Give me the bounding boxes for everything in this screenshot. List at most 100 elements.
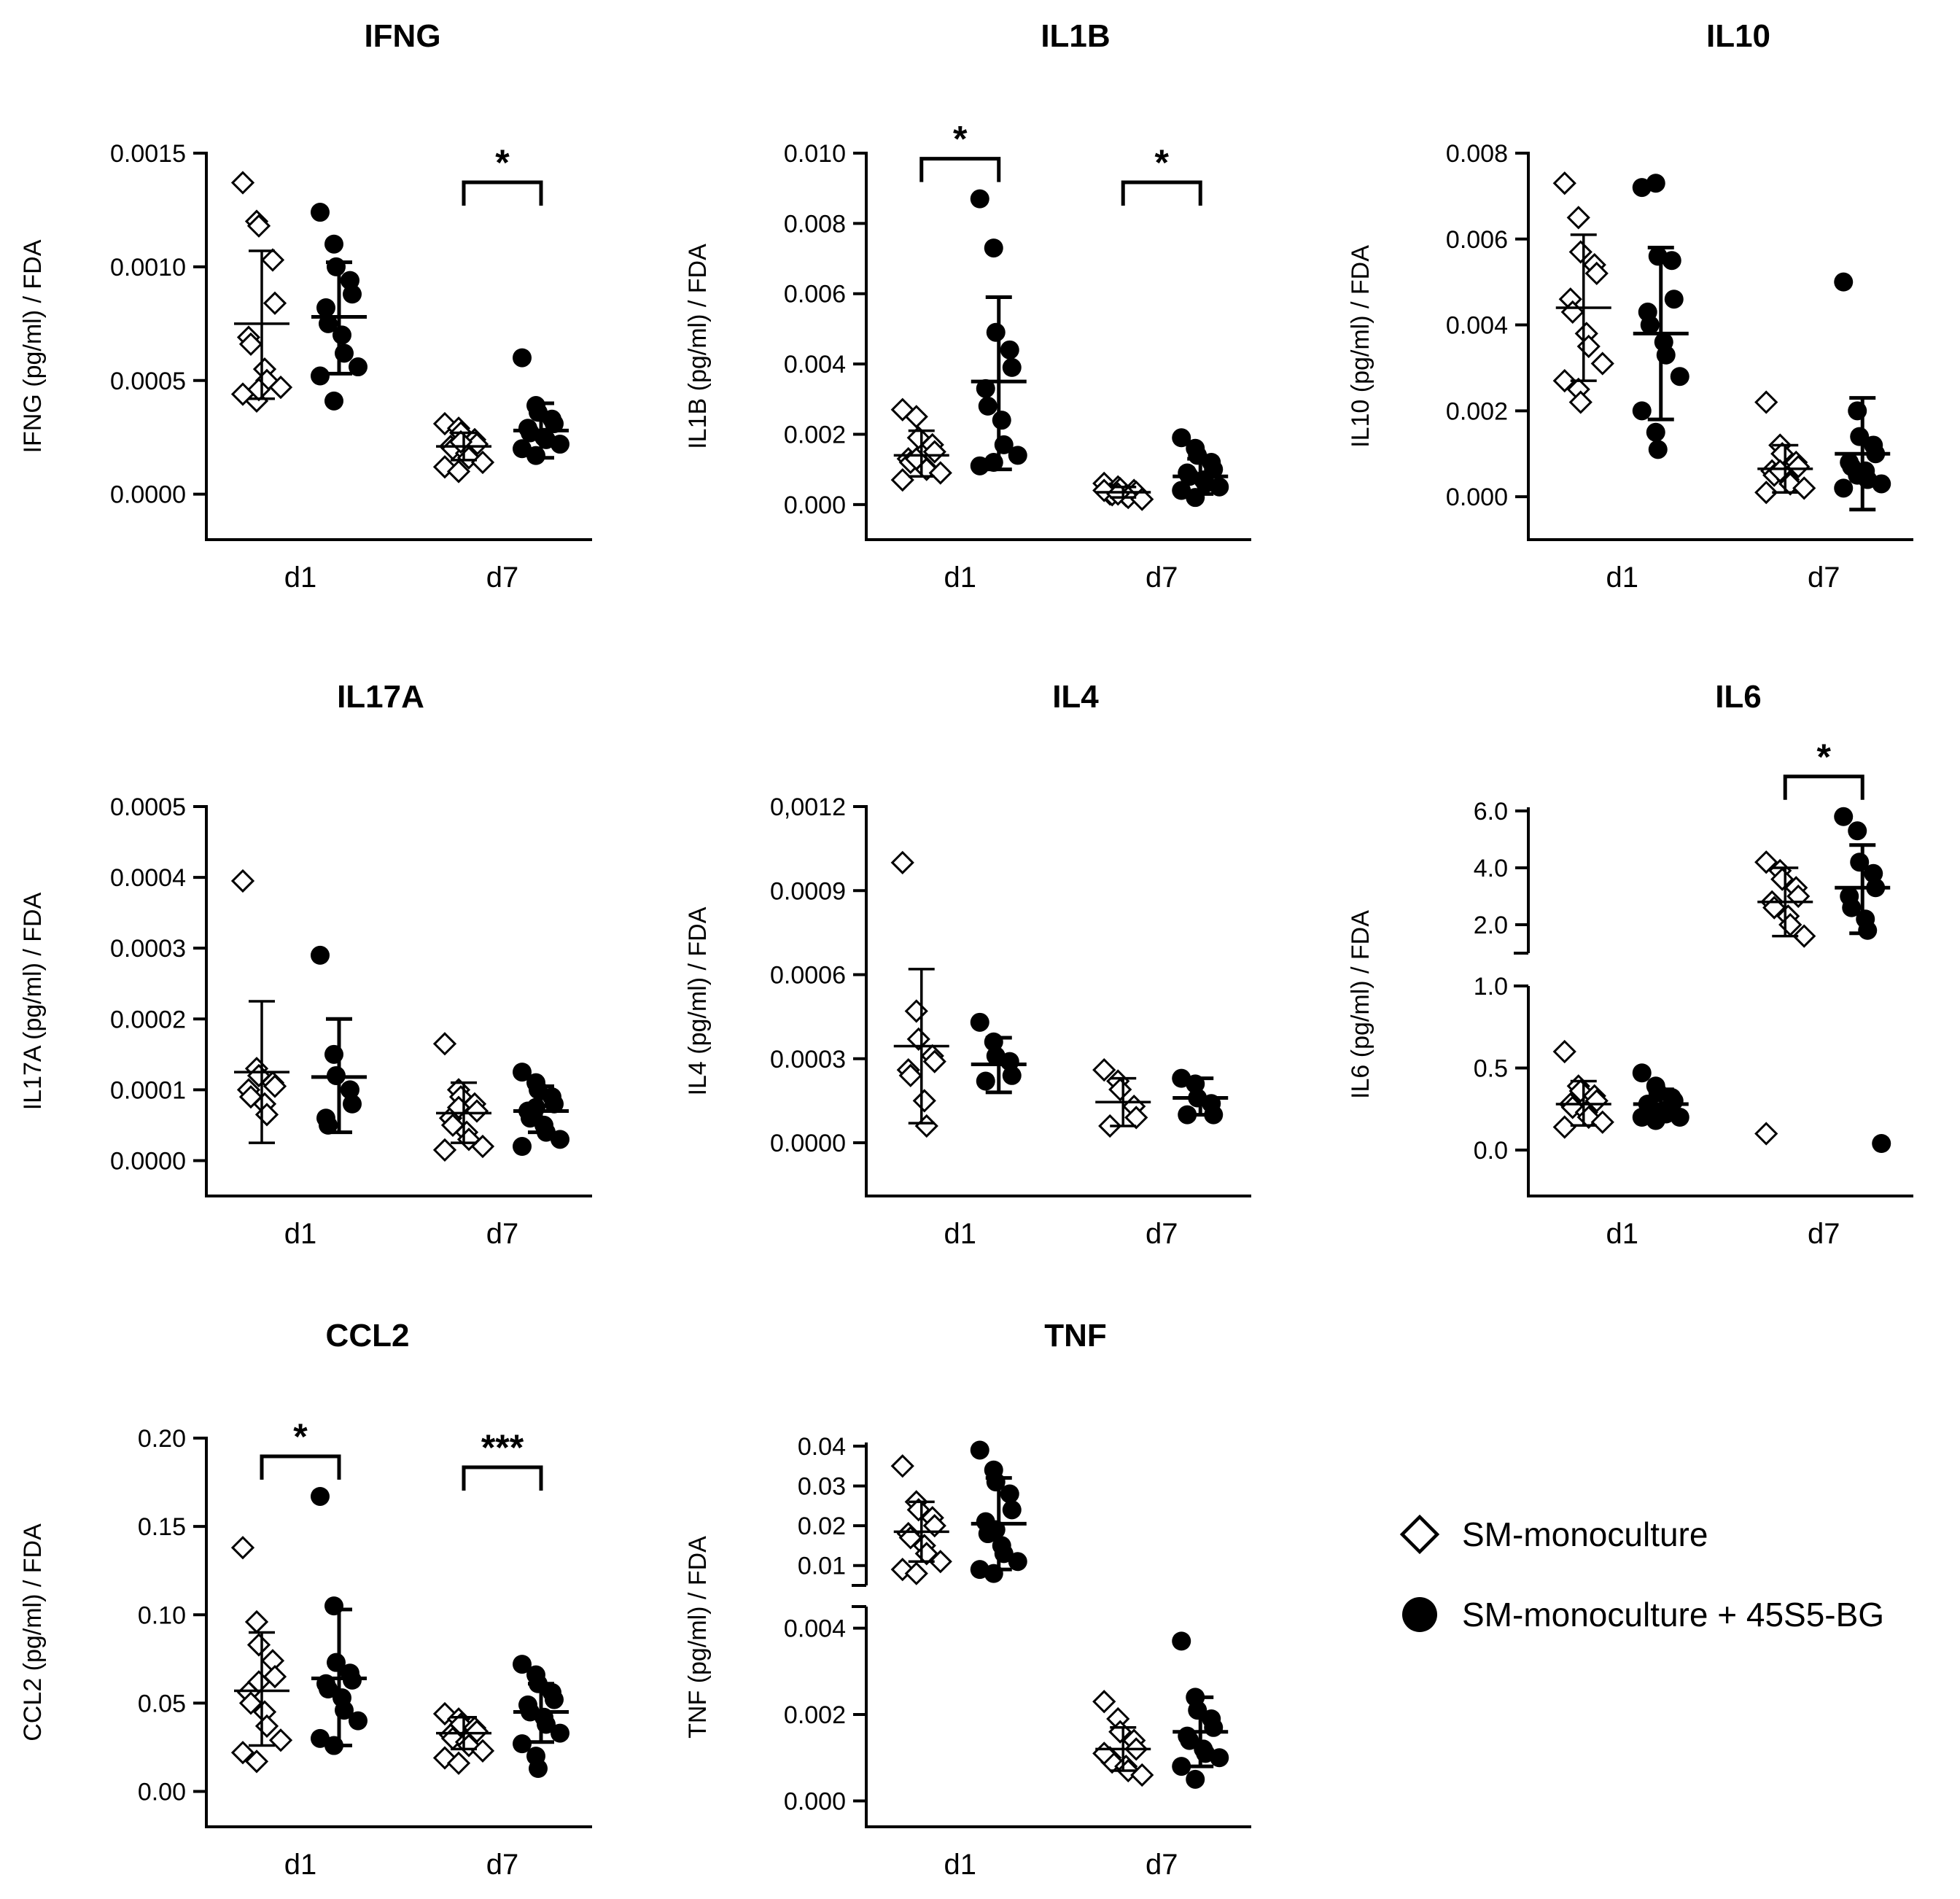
significance-bracket (260, 1454, 341, 1480)
data-point-open-diamond (262, 1074, 287, 1098)
panel-title: IL10 (1706, 18, 1770, 54)
data-point-filled-circle (984, 238, 1003, 258)
data-point-filled-circle (319, 314, 338, 333)
data-point-open-diamond (1130, 487, 1154, 511)
data-point-filled-circle (1172, 428, 1191, 448)
significance-bracket (462, 180, 543, 206)
x-category-label: d7 (486, 1849, 519, 1881)
legend-label-monoculture: SM-monoculture (1462, 1515, 1708, 1553)
data-point-filled-circle (1186, 1769, 1205, 1789)
y-tick-label: 0.0010 (110, 254, 186, 281)
panel-title: CCL2 (326, 1318, 410, 1354)
data-point-open-diamond (1098, 1114, 1122, 1138)
data-point-open-diamond (1568, 240, 1592, 264)
data-point-open-diamond (1568, 390, 1592, 414)
data-point-open-diamond (1754, 481, 1778, 505)
data-point-filled-circle (986, 322, 1006, 342)
data-point-open-diamond (1566, 206, 1590, 230)
x-category-label: d1 (1606, 562, 1639, 594)
data-point-open-diamond (1754, 390, 1778, 414)
data-point-filled-circle (1872, 474, 1891, 494)
y-tick-label: 4.0 (1474, 855, 1508, 882)
y-tick-label: 0.006 (784, 281, 846, 308)
data-point-open-diamond (1568, 1079, 1592, 1103)
data-point-filled-circle (324, 391, 343, 411)
data-point-filled-circle (316, 298, 335, 317)
y-tick-label: 0.0001 (110, 1076, 186, 1104)
data-point-open-diamond (1786, 454, 1811, 479)
data-point-filled-circle (324, 234, 343, 254)
data-point-open-diamond (1092, 1057, 1116, 1082)
data-point-open-diamond (922, 440, 946, 464)
x-category-label: d7 (486, 562, 519, 594)
data-point-filled-circle (349, 1711, 368, 1731)
data-point-filled-circle (311, 366, 330, 386)
significance-label: * (1816, 737, 1831, 777)
data-point-filled-circle (1008, 1552, 1027, 1572)
data-point-open-diamond (262, 1664, 287, 1689)
y-tick-label: 0.0 (1474, 1137, 1508, 1165)
x-category-label: d1 (284, 1218, 317, 1250)
data-point-open-diamond (246, 1670, 271, 1694)
data-point-filled-circle (976, 1071, 995, 1091)
chart-panels: IFNG IFNG (pg/ml) / FDA 0.0000 0.0005 0.0010… (19, 18, 1913, 1881)
data-point-open-diamond (928, 461, 952, 485)
data-point-open-diamond (1792, 924, 1816, 948)
y-tick-label: 0.008 (1446, 140, 1508, 168)
data-point-open-diamond (1792, 476, 1816, 500)
data-point-open-diamond (254, 1714, 279, 1739)
y-tick-label: 0.10 (138, 1601, 186, 1629)
y-tick-label: 0.05 (138, 1690, 186, 1717)
y-tick-label: 0.0009 (770, 877, 846, 905)
data-point-open-diamond (1108, 1077, 1132, 1102)
panel-il4: IL4 IL4 (pg/ml) / FDA 0.0000 0.0003 0.0006 0.… (684, 679, 1251, 1250)
x-category-label: d7 (486, 1218, 519, 1250)
y-tick-label: 0.000 (784, 492, 846, 519)
y-tick-label: 0.0005 (110, 793, 186, 821)
y-axis-label: IFNG (pg/ml) / FDA (19, 239, 47, 453)
y-axis-label: IL17A (pg/ml) / FDA (19, 892, 47, 1110)
data-point-open-diamond (1754, 850, 1778, 874)
data-point-open-diamond (912, 1089, 936, 1113)
data-point-filled-circle (319, 1115, 338, 1135)
significance-bracket (1121, 180, 1202, 206)
data-point-open-diamond (246, 1633, 271, 1657)
data-point-open-diamond (890, 1454, 914, 1478)
data-point-open-diamond (432, 1032, 457, 1056)
data-point-open-diamond (432, 1701, 457, 1726)
significance-label: * (1154, 142, 1169, 183)
data-point-open-diamond (1124, 1106, 1148, 1130)
data-point-open-diamond (904, 405, 928, 429)
y-tick-label: 0.008 (784, 210, 846, 238)
data-point-open-diamond (268, 375, 293, 400)
panel-ccl2: CCL2 CCL2 (pg/ml) / FDA 0.00 0.05 0.10 0.15 0.… (19, 1318, 592, 1881)
data-point-filled-circle (529, 1759, 548, 1779)
significance-bracket (462, 1465, 543, 1491)
data-point-filled-circle (1646, 174, 1665, 193)
data-point-open-diamond (440, 1113, 465, 1138)
y-tick-label: 0.0003 (110, 935, 186, 963)
significance-label: * (293, 1416, 308, 1457)
x-category-label: d1 (284, 562, 317, 594)
significance-label: *** (481, 1427, 524, 1468)
data-point-filled-circle (311, 945, 330, 965)
legend-label-monoculture-bg: SM-monoculture + 45S5-BG (1462, 1596, 1884, 1634)
x-category-label: d7 (1146, 1849, 1178, 1881)
panel-ifng: IFNG IFNG (pg/ml) / FDA 0.0000 0.0005 0.0010… (19, 18, 592, 594)
data-point-filled-circle (976, 378, 995, 398)
data-point-filled-circle (1000, 1484, 1019, 1504)
data-point-open-diamond (1552, 368, 1576, 393)
y-tick-label: 1.0 (1474, 973, 1508, 1001)
x-category-label: d7 (1146, 562, 1178, 594)
data-point-open-diamond (906, 1027, 930, 1051)
data-point-open-diamond (1552, 1039, 1576, 1064)
panel-title: IL17A (337, 679, 424, 715)
data-point-open-diamond (470, 1739, 495, 1763)
data-point-open-diamond (268, 1728, 293, 1752)
data-point-open-diamond (890, 850, 914, 874)
x-category-label: d7 (1808, 1218, 1840, 1250)
x-category-label: d1 (284, 1849, 317, 1881)
data-point-filled-circle (1210, 1748, 1229, 1768)
y-axis-label: IL6 (pg/ml) / FDA (1347, 910, 1374, 1099)
data-point-filled-circle (1834, 272, 1854, 292)
